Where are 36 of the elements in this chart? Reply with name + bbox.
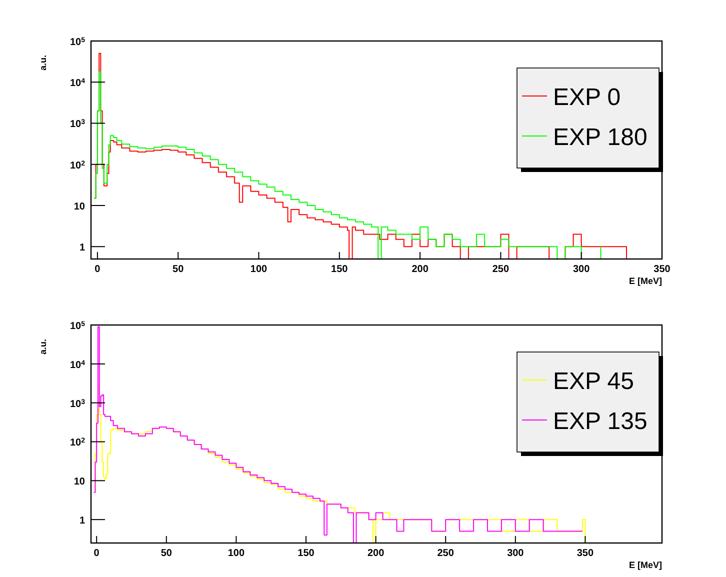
x-axis-title: E [MeV] — [628, 276, 662, 286]
y-tick-label: 10$^{3}$ — [70, 398, 86, 410]
y-tick-label: 1 — [79, 242, 86, 254]
x-axis-title: E [MeV] — [628, 560, 662, 570]
y-tick-label: 10$^{4}$ — [70, 78, 86, 90]
x-tick-label: 350 — [576, 548, 594, 559]
x-tick-label: 0 — [94, 548, 100, 559]
x-tick-label: 100 — [250, 264, 268, 275]
x-tick-label: 200 — [412, 264, 429, 275]
legend-label: EXP 45 — [553, 368, 634, 395]
y-axis-title: a.u. — [38, 339, 48, 355]
y-tick-label: 1 — [79, 516, 86, 527]
y-tick-label: 10$^{2}$ — [70, 437, 86, 449]
x-tick-label: 300 — [507, 548, 524, 559]
x-tick-label: 0 — [94, 264, 101, 275]
legend-label: EXP 0 — [553, 84, 621, 111]
x-tick-label: 250 — [437, 548, 454, 559]
y-tick-label: 10$^{4}$ — [70, 359, 86, 371]
y-axis-title: a.u. — [38, 55, 48, 71]
x-tick-label: 50 — [160, 548, 172, 559]
x-tick-label: 350 — [654, 264, 671, 275]
x-tick-label: 150 — [298, 548, 315, 559]
x-tick-label: 50 — [172, 264, 184, 275]
y-tick-label: 10 — [74, 201, 86, 212]
y-tick-label: 10$^{5}$ — [70, 36, 86, 48]
x-tick-label: 300 — [573, 264, 590, 275]
x-tick-label: 100 — [228, 548, 245, 559]
y-tick-label: 10$^{2}$ — [70, 160, 86, 172]
y-tick-label: 10$^{3}$ — [70, 118, 86, 130]
x-tick-label: 200 — [367, 548, 385, 559]
legend-label: EXP 180 — [553, 124, 648, 151]
x-tick-label: 150 — [331, 264, 348, 275]
y-tick-label: 10 — [74, 476, 86, 488]
x-tick-label: 250 — [492, 264, 510, 275]
y-tick-label: 10$^{5}$ — [70, 320, 86, 332]
legend-label: EXP 135 — [553, 408, 648, 435]
